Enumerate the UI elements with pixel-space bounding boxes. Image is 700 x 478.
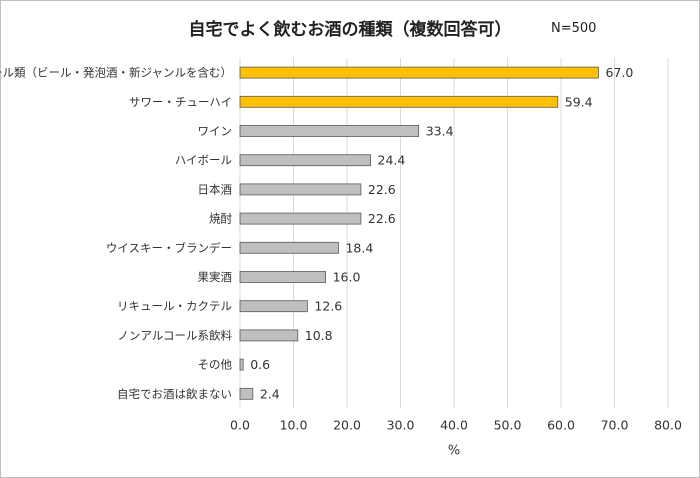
- value-label: 16.0: [333, 270, 361, 285]
- bar: [239, 271, 326, 283]
- bar: [239, 358, 244, 371]
- bar: [239, 387, 254, 400]
- value-label: 22.6: [368, 211, 396, 226]
- x-tick-label: 60.0: [547, 417, 575, 432]
- bars: [239, 66, 599, 400]
- category-label: その他: [198, 358, 233, 372]
- bar: [239, 212, 362, 225]
- value-label: 59.4: [565, 94, 593, 109]
- x-axis-label: %: [448, 443, 460, 458]
- category-label: 日本酒: [198, 182, 233, 196]
- value-label: 12.6: [314, 299, 342, 314]
- value-label: 24.4: [378, 153, 406, 168]
- bar: [239, 66, 599, 79]
- x-tick-label: 40.0: [440, 417, 468, 432]
- bar: [239, 329, 299, 342]
- bar: [239, 300, 308, 313]
- bar: [239, 95, 559, 108]
- x-tick-label: 70.0: [601, 417, 629, 432]
- x-tick-labels: 0.0 10.0 20.0 30.0 40.0 50.0 60.0 70.0 80.0: [230, 417, 682, 432]
- value-label: 2.4: [260, 386, 280, 401]
- value-label: 22.6: [368, 182, 396, 197]
- value-label: 18.4: [345, 240, 373, 255]
- bar: [239, 241, 339, 254]
- value-label: 33.4: [426, 124, 454, 139]
- category-label: 果実酒: [198, 270, 233, 284]
- category-label: 自宅でお酒は飲まない: [117, 387, 232, 401]
- chart-title: 自宅でよく飲むお酒の種類（複数回答可）: [188, 20, 512, 40]
- bar: [239, 154, 371, 167]
- x-tick-label: 80.0: [654, 417, 682, 432]
- value-label: 0.6: [250, 357, 270, 372]
- category-labels: ビール類（ビール・発泡酒・新ジャンルを含む） サワー・チューハイワインハイボール日…: [0, 66, 232, 401]
- category-label: ウイスキー・ブランデー: [106, 241, 232, 255]
- category-label: リキュール・カクテル: [117, 299, 232, 313]
- x-tick-label: 30.0: [387, 417, 415, 432]
- x-tick-label: 50.0: [494, 417, 522, 432]
- category-label: 焼酎: [209, 212, 232, 226]
- value-label: 67.0: [605, 65, 633, 80]
- category-label: ビール類（ビール・発泡酒・新ジャンルを含む）: [0, 66, 232, 80]
- category-label: ノンアルコール系飲料: [117, 328, 232, 342]
- bar: [239, 183, 362, 196]
- category-label: ハイボール: [175, 153, 232, 167]
- x-tick-label: 20.0: [333, 417, 361, 432]
- value-labels: 67.0 59.4 33.4 24.4 22.6 22.6 18.4 16.0 12.6 10.8…: [250, 65, 633, 401]
- x-tick-label: 10.0: [280, 417, 308, 432]
- sample-size-note: N=500: [551, 21, 597, 36]
- category-label: ワイン: [198, 124, 233, 138]
- x-tick-label: 0.0: [230, 417, 250, 432]
- category-label: サワー・チューハイ: [129, 95, 232, 109]
- gridlines: [239, 58, 669, 409]
- bar: [239, 125, 420, 137]
- value-label: 10.8: [305, 328, 333, 343]
